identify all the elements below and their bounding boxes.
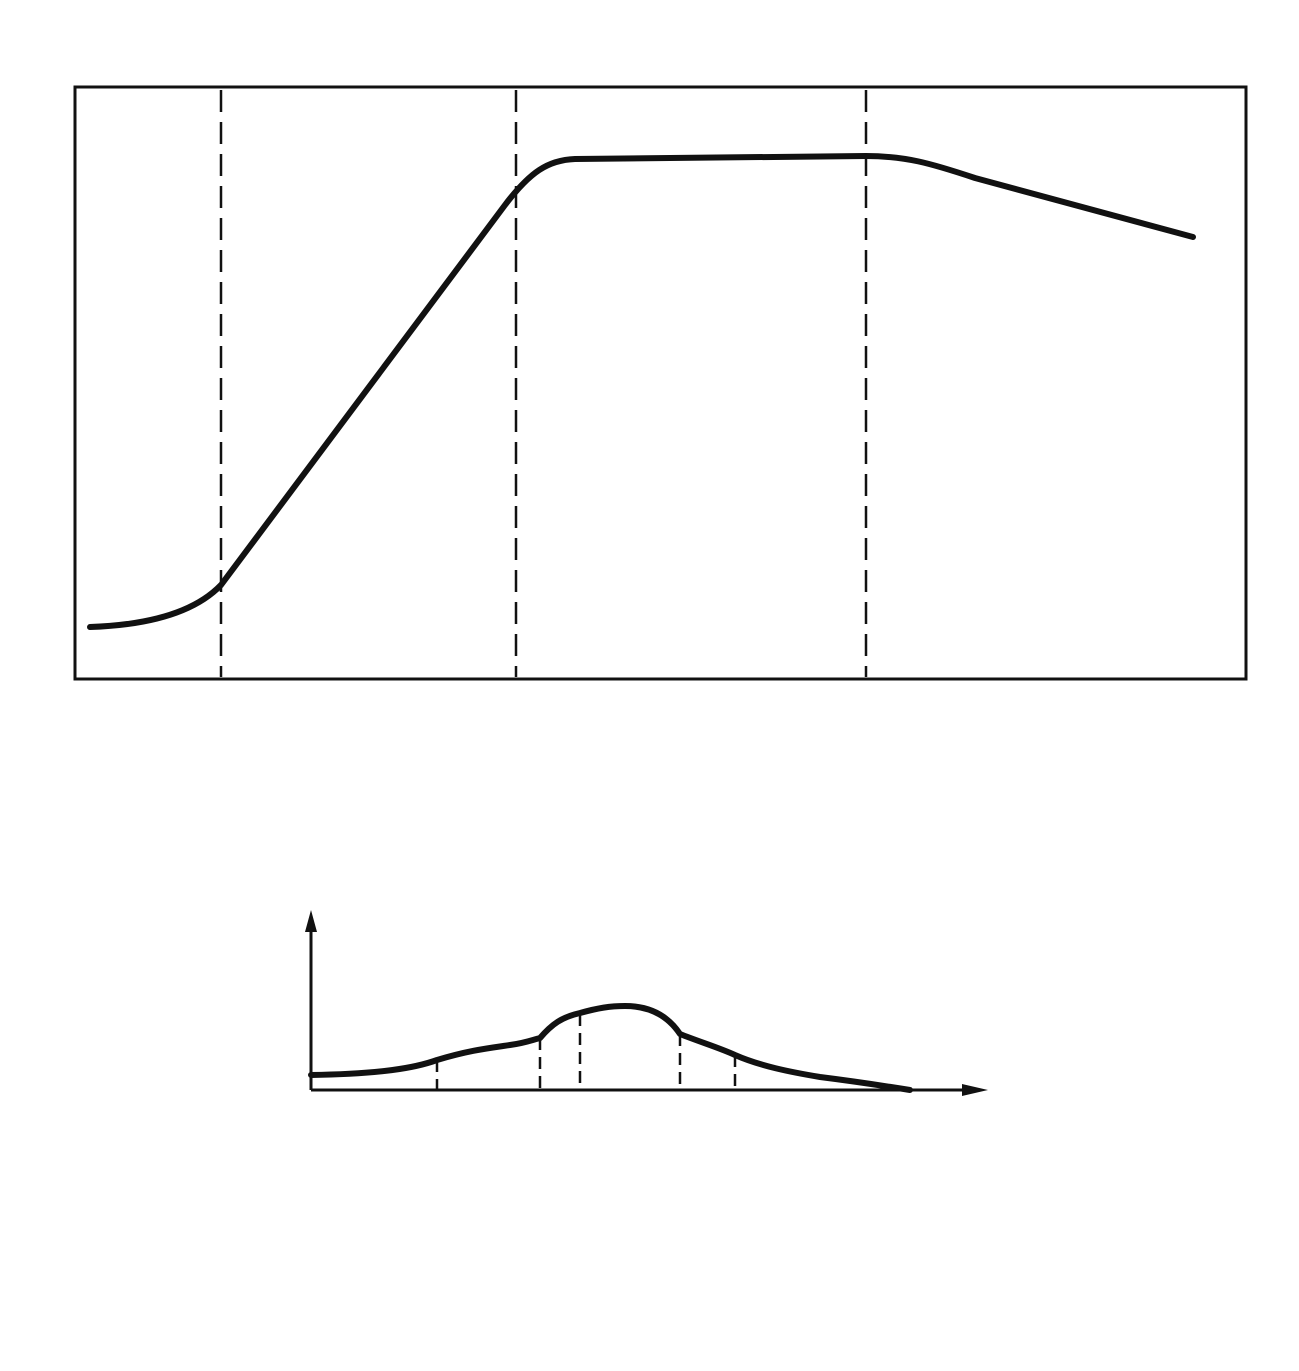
curve bbox=[308, 1003, 913, 1093]
lower-diagram bbox=[305, 910, 988, 1096]
x-arrow bbox=[962, 1084, 988, 1096]
curve bbox=[87, 153, 1196, 630]
y-arrow bbox=[305, 910, 317, 932]
frame bbox=[73, 85, 1248, 681]
upper-diagram bbox=[73, 85, 1248, 681]
